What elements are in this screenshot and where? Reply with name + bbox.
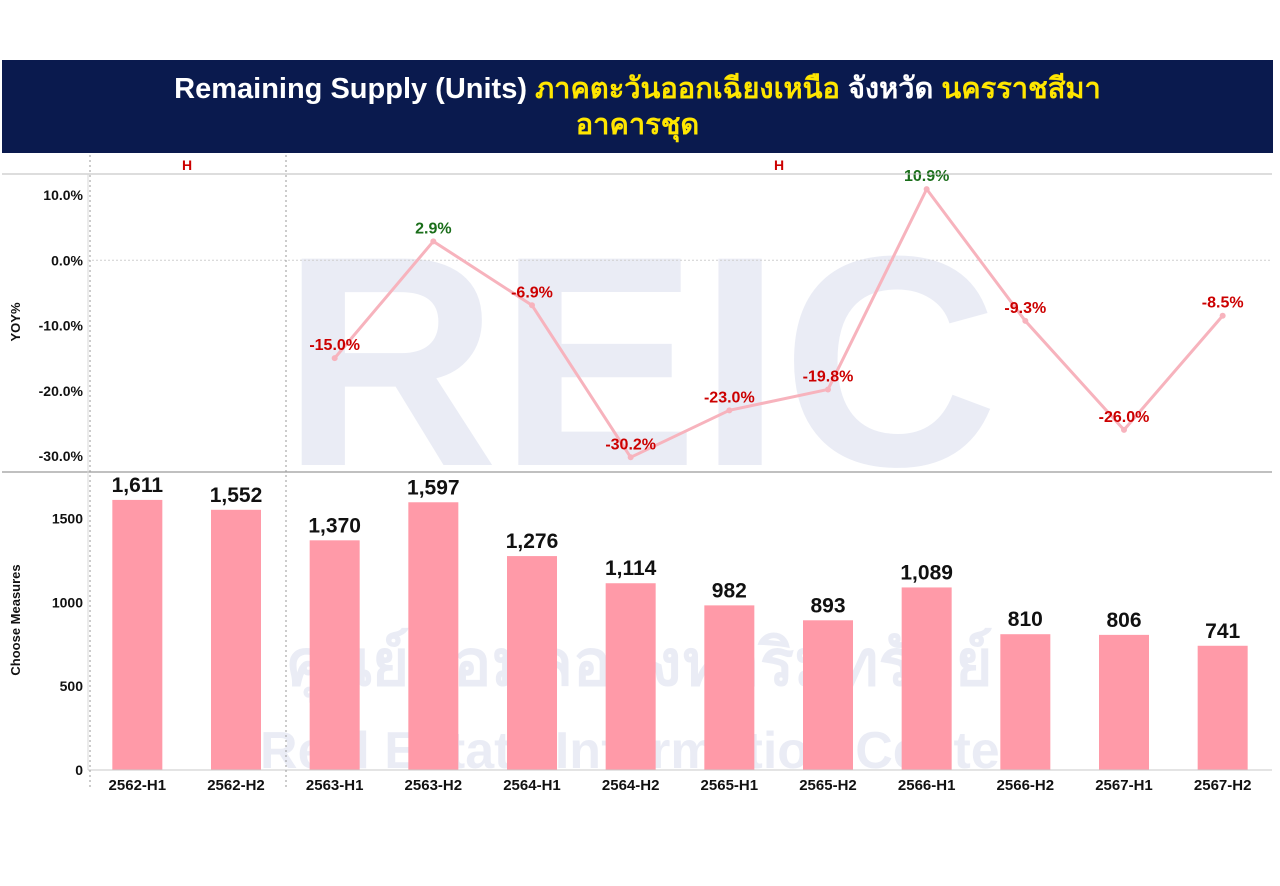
supply-bar bbox=[507, 556, 557, 770]
bar-data-label: 893 bbox=[810, 594, 845, 617]
title-province-label: จังหวัด bbox=[847, 72, 934, 105]
bar-data-label: 1,089 bbox=[900, 561, 953, 584]
x-tick-label: 2566-H2 bbox=[997, 777, 1055, 794]
yoy-point bbox=[825, 386, 831, 393]
yoy-y-tick-label: 0.0% bbox=[51, 252, 83, 268]
yoy-y-tick-label: -20.0% bbox=[39, 383, 84, 399]
yoy-data-label: -19.8% bbox=[803, 368, 854, 385]
x-tick-label: 2562-H2 bbox=[207, 777, 265, 794]
supply-bar bbox=[1197, 645, 1248, 770]
bar-data-label: 806 bbox=[1106, 609, 1141, 632]
yoy-y-tick-label: 10.0% bbox=[43, 187, 83, 203]
yoy-point bbox=[1219, 312, 1226, 319]
bar-data-label: 1,552 bbox=[210, 484, 263, 507]
yoy-data-label: -8.5% bbox=[1202, 295, 1244, 312]
bar-data-label: 1,611 bbox=[112, 474, 164, 497]
yoy-data-label: -6.9% bbox=[511, 284, 553, 301]
yoy-data-label: -9.3% bbox=[1004, 300, 1046, 317]
yoy-series-line bbox=[333, 187, 1224, 459]
chart-subtitle: อาคารชุด bbox=[575, 108, 700, 141]
x-tick-label: 2563-H1 bbox=[306, 777, 364, 794]
yoy-data-label: -23.0% bbox=[704, 389, 755, 406]
remaining-supply-bar-chart: 1500 1000 500 0 Choose Measures 1,611 2562-H1 1… bbox=[8, 474, 1251, 794]
supply-bar bbox=[605, 583, 656, 770]
x-tick-label: 2562-H1 bbox=[109, 777, 167, 794]
bar-data-label: 982 bbox=[712, 579, 747, 602]
chart-title: Remaining Supply (Units) ภาคตะวันออกเฉีย… bbox=[174, 71, 1101, 107]
bar-y-tick-label: 500 bbox=[60, 678, 84, 694]
yoy-data-label: -15.0% bbox=[309, 337, 360, 354]
yoy-y-axis-title: YOY% bbox=[8, 302, 23, 341]
supply-bar bbox=[112, 499, 163, 770]
yoy-point bbox=[1022, 317, 1029, 324]
yoy-y-tick-label: -30.0% bbox=[39, 448, 84, 464]
yoy-data-label: -30.2% bbox=[605, 436, 656, 453]
yoy-point bbox=[1121, 426, 1127, 433]
supply-bar bbox=[1099, 634, 1149, 770]
yoy-line-chart: 10.0% 0.0% -10.0% -20.0% -30.0% YOY% -15.0% 2.9… bbox=[8, 168, 1272, 464]
group-marker: H bbox=[774, 157, 784, 173]
yoy-data-label: 10.9% bbox=[904, 168, 949, 185]
bar-data-label: 1,114 bbox=[605, 557, 657, 580]
yoy-point bbox=[726, 407, 733, 414]
bar-y-tick-label: 0 bbox=[75, 762, 83, 778]
x-tick-label: 2564-H2 bbox=[602, 777, 660, 794]
x-tick-label: 2564-H1 bbox=[503, 777, 561, 794]
title-region: ภาคตะวันออกเฉียงเหนือ bbox=[535, 72, 840, 105]
yoy-point bbox=[331, 355, 338, 362]
x-tick-label: 2567-H2 bbox=[1194, 777, 1252, 794]
group-marker: H bbox=[182, 157, 192, 173]
bar-y-tick-label: 1000 bbox=[52, 594, 83, 610]
x-tick-label: 2567-H1 bbox=[1095, 777, 1153, 794]
yoy-data-label: -26.0% bbox=[1099, 409, 1150, 426]
bar-data-label: 1,370 bbox=[308, 514, 361, 537]
x-tick-label: 2566-H1 bbox=[898, 777, 956, 794]
x-tick-label: 2563-H2 bbox=[405, 777, 463, 794]
watermark-logo: REIC bbox=[282, 193, 999, 529]
x-tick-label: 2565-H1 bbox=[701, 777, 759, 794]
bar-data-label: 1,597 bbox=[407, 476, 460, 499]
supply-bar bbox=[309, 540, 360, 770]
title-province: นครราชสีมา bbox=[941, 72, 1101, 105]
yoy-point bbox=[923, 186, 930, 193]
supply-bar bbox=[211, 509, 261, 770]
bar-y-axis-title: Choose Measures bbox=[8, 564, 23, 675]
bar-data-label: 741 bbox=[1205, 620, 1240, 643]
yoy-data-label: 2.9% bbox=[415, 220, 451, 237]
bar-data-label: 1,276 bbox=[506, 530, 559, 553]
title-banner: Remaining Supply (Units) ภาคตะวันออกเฉีย… bbox=[2, 60, 1273, 153]
title-metric: Remaining Supply (Units) bbox=[174, 72, 527, 105]
yoy-point bbox=[529, 302, 535, 309]
supply-bar bbox=[704, 605, 755, 770]
bar-data-label: 810 bbox=[1008, 608, 1043, 631]
supply-bar bbox=[901, 587, 952, 770]
yoy-y-tick-label: -10.0% bbox=[39, 318, 84, 334]
yoy-point bbox=[430, 238, 437, 245]
x-tick-label: 2565-H2 bbox=[799, 777, 857, 794]
supply-bar bbox=[408, 502, 459, 770]
yoy-point bbox=[627, 454, 634, 461]
bar-y-tick-label: 1500 bbox=[52, 511, 83, 527]
supply-bar bbox=[803, 620, 853, 770]
supply-bar bbox=[1000, 634, 1051, 770]
